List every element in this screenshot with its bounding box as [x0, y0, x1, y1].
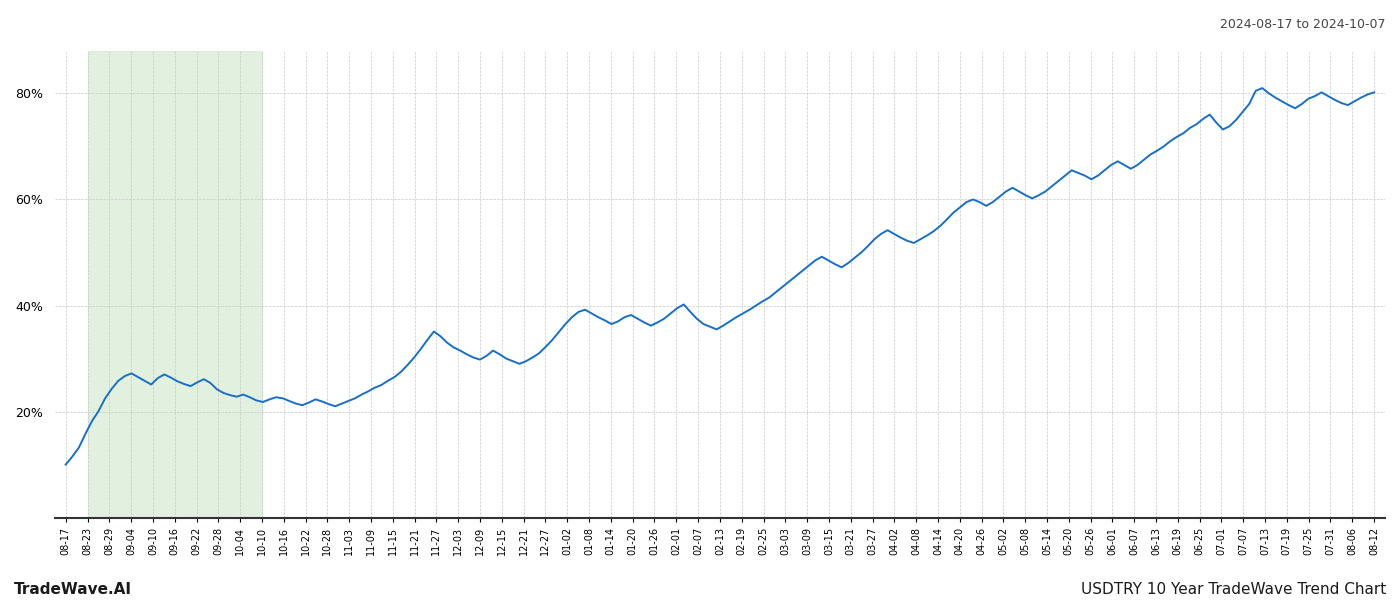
Text: TradeWave.AI: TradeWave.AI [14, 582, 132, 597]
Text: 2024-08-17 to 2024-10-07: 2024-08-17 to 2024-10-07 [1221, 18, 1386, 31]
Bar [88, 51, 262, 518]
Text: USDTRY 10 Year TradeWave Trend Chart: USDTRY 10 Year TradeWave Trend Chart [1081, 582, 1386, 597]
